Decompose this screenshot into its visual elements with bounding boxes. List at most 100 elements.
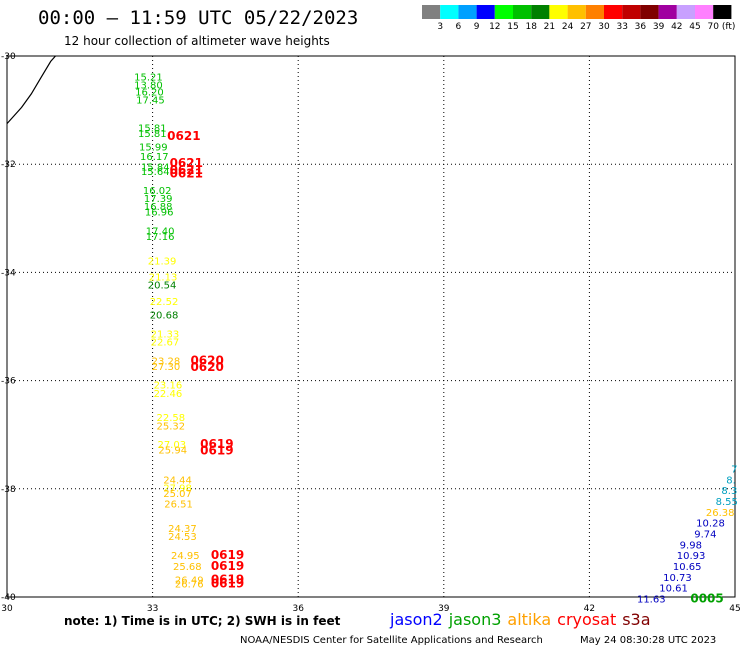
wave-height-label: 16.02 bbox=[143, 186, 172, 197]
satellite-legend: jason2 jason3 altika cryosat s3a bbox=[390, 610, 657, 629]
y-tick-label: -30 bbox=[1, 52, 16, 62]
satellite-cryosat: cryosat bbox=[557, 610, 617, 629]
legend-label: 39 bbox=[653, 22, 665, 32]
wave-height-label: 15.81 bbox=[138, 129, 167, 140]
wave-height-label: 15.21 bbox=[134, 72, 163, 83]
coastline-path bbox=[6, 55, 56, 125]
y-tick-label: -36 bbox=[1, 377, 16, 387]
legend-swatch bbox=[531, 5, 550, 19]
wave-height-label: 10.28 bbox=[696, 519, 725, 530]
legend-label: 70 bbox=[707, 22, 719, 32]
map-frame: 30 33 36 39 42 45 -30 -32 -34 -36 -38 -40 bbox=[1, 52, 740, 614]
wave-height-label: 25.68 bbox=[173, 562, 202, 573]
legend-swatch bbox=[622, 5, 641, 19]
wave-height-label: 24.37 bbox=[168, 524, 197, 535]
wave-height-label: 25.07 bbox=[163, 489, 192, 500]
wave-height-label: 21.33 bbox=[151, 329, 180, 340]
x-tick-label: 33 bbox=[147, 604, 158, 614]
legend-label: 33 bbox=[616, 22, 627, 32]
legend-swatch bbox=[422, 5, 441, 19]
wave-height-label: 16.96 bbox=[145, 208, 174, 219]
legend-swatch bbox=[476, 5, 495, 19]
wave-height-label: 25.94 bbox=[158, 446, 187, 457]
wave-height-label: 22.67 bbox=[151, 337, 180, 348]
legend-swatch bbox=[513, 5, 532, 19]
wave-height-label: 21.39 bbox=[148, 256, 177, 267]
legend-swatch bbox=[458, 5, 477, 19]
wave-height-label: 15.99 bbox=[139, 143, 168, 154]
pass-time-label: 0005 bbox=[690, 591, 723, 605]
wave-height-label: 26.51 bbox=[164, 500, 193, 511]
wave-height-label: 17.45 bbox=[136, 96, 165, 107]
wave-height-label: 10.65 bbox=[673, 562, 702, 573]
legend-label: 42 bbox=[671, 22, 682, 32]
wave-height-label: 8.55 bbox=[716, 497, 738, 508]
wave-height-label: 25.32 bbox=[156, 421, 185, 432]
wave-height-label: 27.98 bbox=[163, 484, 192, 495]
legend-swatch bbox=[658, 5, 677, 19]
legend-label: 6 bbox=[456, 22, 462, 32]
wave-height-label: 8. bbox=[726, 475, 736, 486]
map-border bbox=[6, 55, 736, 598]
wave-height-label: 20.54 bbox=[148, 281, 177, 292]
pass-time-label: 0621 bbox=[170, 156, 203, 170]
legend-label: 45 bbox=[689, 22, 700, 32]
legend-swatch bbox=[567, 5, 586, 19]
wave-height-label: 16.88 bbox=[144, 202, 173, 213]
legend-swatch bbox=[585, 5, 604, 19]
legend-label: 24 bbox=[562, 22, 574, 32]
legend-swatch bbox=[640, 5, 659, 19]
generated-timestamp: May 24 08:30:28 UTC 2023 bbox=[580, 635, 717, 646]
wave-height-label: 11.63 bbox=[637, 594, 666, 605]
footer-note: note: 1) Time is in UTC; 2) SWH is in fe… bbox=[64, 614, 341, 628]
y-tick-label: -38 bbox=[1, 485, 16, 495]
legend-swatch bbox=[549, 5, 568, 19]
wave-height-label: 10.61 bbox=[659, 584, 688, 595]
pass-time-label: 0619 bbox=[200, 437, 233, 451]
wave-height-label: 26.49 bbox=[175, 575, 204, 586]
map-title: 00:00 – 11:59 UTC 05/22/2023 bbox=[38, 7, 359, 29]
pass-time-label: 0619 bbox=[211, 572, 244, 586]
legend-swatch bbox=[440, 5, 459, 19]
legend-label: 36 bbox=[635, 22, 647, 32]
color-legend: 3 6 9 12 15 18 21 24 27 30 33 36 39 42 45 70 (ft) bbox=[422, 5, 735, 32]
wave-height-label: 8.3 bbox=[721, 486, 737, 497]
y-tick-label: -32 bbox=[1, 160, 16, 170]
coastline bbox=[6, 55, 56, 125]
x-tick-label: 39 bbox=[438, 604, 450, 614]
wave-height-label: 24.44 bbox=[163, 475, 192, 486]
pass-time-label: 0619 bbox=[211, 559, 244, 573]
pass-times-layer: 0621062106210621062006200619061906190619… bbox=[167, 129, 724, 606]
wave-height-label: 17.40 bbox=[146, 227, 175, 238]
satellite-jason2: jason2 bbox=[390, 610, 443, 629]
pass-time-label: 0621 bbox=[170, 167, 203, 181]
y-tick-label: -40 bbox=[1, 593, 16, 603]
legend-unit: (ft) bbox=[722, 22, 736, 32]
wave-height-label: 9.74 bbox=[694, 529, 716, 540]
wave-height-label: 9.98 bbox=[680, 540, 702, 551]
satellite-jason3: jason3 bbox=[448, 610, 502, 629]
wave-height-label: 10.93 bbox=[677, 551, 706, 562]
pass-time-label: 0620 bbox=[190, 360, 223, 374]
wave-height-label: 15.84 bbox=[141, 163, 170, 174]
pass-time-label: 0621 bbox=[170, 163, 203, 177]
wave-height-label: 23.28 bbox=[152, 356, 181, 367]
satellite-altika: altika bbox=[507, 610, 552, 629]
legend-label: 12 bbox=[489, 22, 500, 32]
pass-time-label: 0619 bbox=[200, 444, 233, 458]
legend-swatch bbox=[604, 5, 623, 19]
wave-height-label: 17.39 bbox=[144, 194, 173, 205]
wave-height-label: 20.68 bbox=[150, 310, 179, 321]
pass-time-label: 0619 bbox=[211, 576, 244, 590]
legend-swatch bbox=[676, 5, 695, 19]
legend-label: 3 bbox=[437, 22, 443, 32]
wave-height-label: 13.80 bbox=[134, 80, 163, 91]
wave-height-label: 22.58 bbox=[156, 413, 185, 424]
legend-label: 15 bbox=[507, 22, 518, 32]
x-tick-label: 36 bbox=[292, 604, 304, 614]
x-tick-label: 30 bbox=[1, 604, 13, 614]
wave-height-label: 22.52 bbox=[150, 297, 179, 308]
satellite-s3a: s3a bbox=[622, 610, 651, 629]
